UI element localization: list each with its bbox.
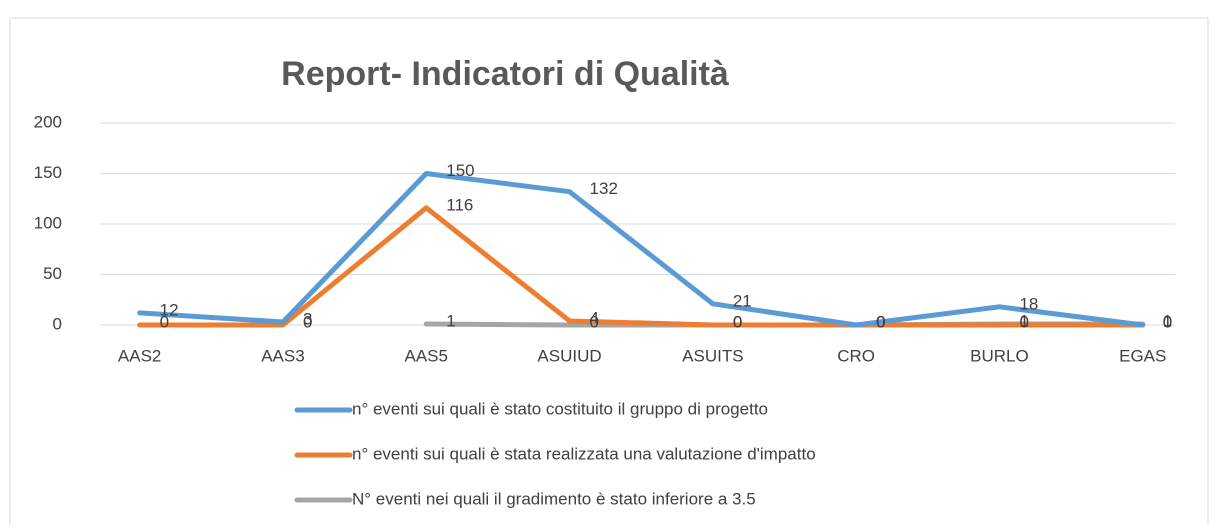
data-label: 0 — [876, 312, 885, 331]
x-tick-label: AAS3 — [261, 346, 304, 365]
data-label: 21 — [733, 291, 752, 310]
x-tick-label: ASUITS — [682, 346, 743, 365]
x-tick-label: BURLO — [970, 346, 1029, 365]
data-label: 1 — [1163, 311, 1172, 330]
data-label: 0 — [160, 312, 169, 331]
data-label: 18 — [1019, 294, 1038, 313]
data-label: 0 — [733, 312, 742, 331]
data-label: 0 — [1019, 312, 1028, 331]
x-tick-label: AAS2 — [118, 346, 161, 365]
chart-frame — [9, 17, 1209, 530]
data-label: 0 — [876, 312, 885, 331]
data-label: 132 — [590, 179, 618, 198]
legend-label: n° eventi sui quali è stata realizzata u… — [352, 444, 816, 463]
y-tick-label: 200 — [34, 112, 62, 131]
data-label: 3 — [303, 309, 312, 328]
x-tick-label: EGAS — [1119, 346, 1166, 365]
data-label: 4 — [590, 308, 599, 327]
data-label: 0 — [876, 312, 885, 331]
data-label: 1 — [1019, 311, 1028, 330]
y-tick-label: 50 — [43, 264, 62, 283]
series-line — [137, 171, 1146, 328]
y-tick-label: 150 — [34, 163, 62, 182]
x-tick-label: AAS5 — [405, 346, 448, 365]
y-tick-label: 100 — [34, 213, 62, 232]
data-label: 0 — [590, 312, 599, 331]
data-label: 0 — [303, 312, 312, 331]
data-label: 116 — [446, 195, 473, 214]
x-tick-label: ASUIUD — [537, 346, 601, 365]
data-label: 0 — [1163, 312, 1172, 331]
data-label: 0 — [733, 312, 742, 331]
series-line — [137, 205, 1146, 328]
data-label: 12 — [160, 300, 179, 319]
chart-title: Report- Indicatori di Qualità — [281, 55, 729, 93]
legend-label: N° eventi nei quali il gradimento è stat… — [352, 489, 756, 508]
data-label: 0 — [1163, 312, 1172, 331]
y-tick-label: 0 — [53, 314, 62, 333]
data-label: 150 — [446, 161, 474, 180]
x-tick-label: CRO — [837, 346, 875, 365]
legend-label: n° eventi sui quali è stato costituito i… — [352, 399, 768, 418]
data-label: 1 — [446, 311, 455, 330]
